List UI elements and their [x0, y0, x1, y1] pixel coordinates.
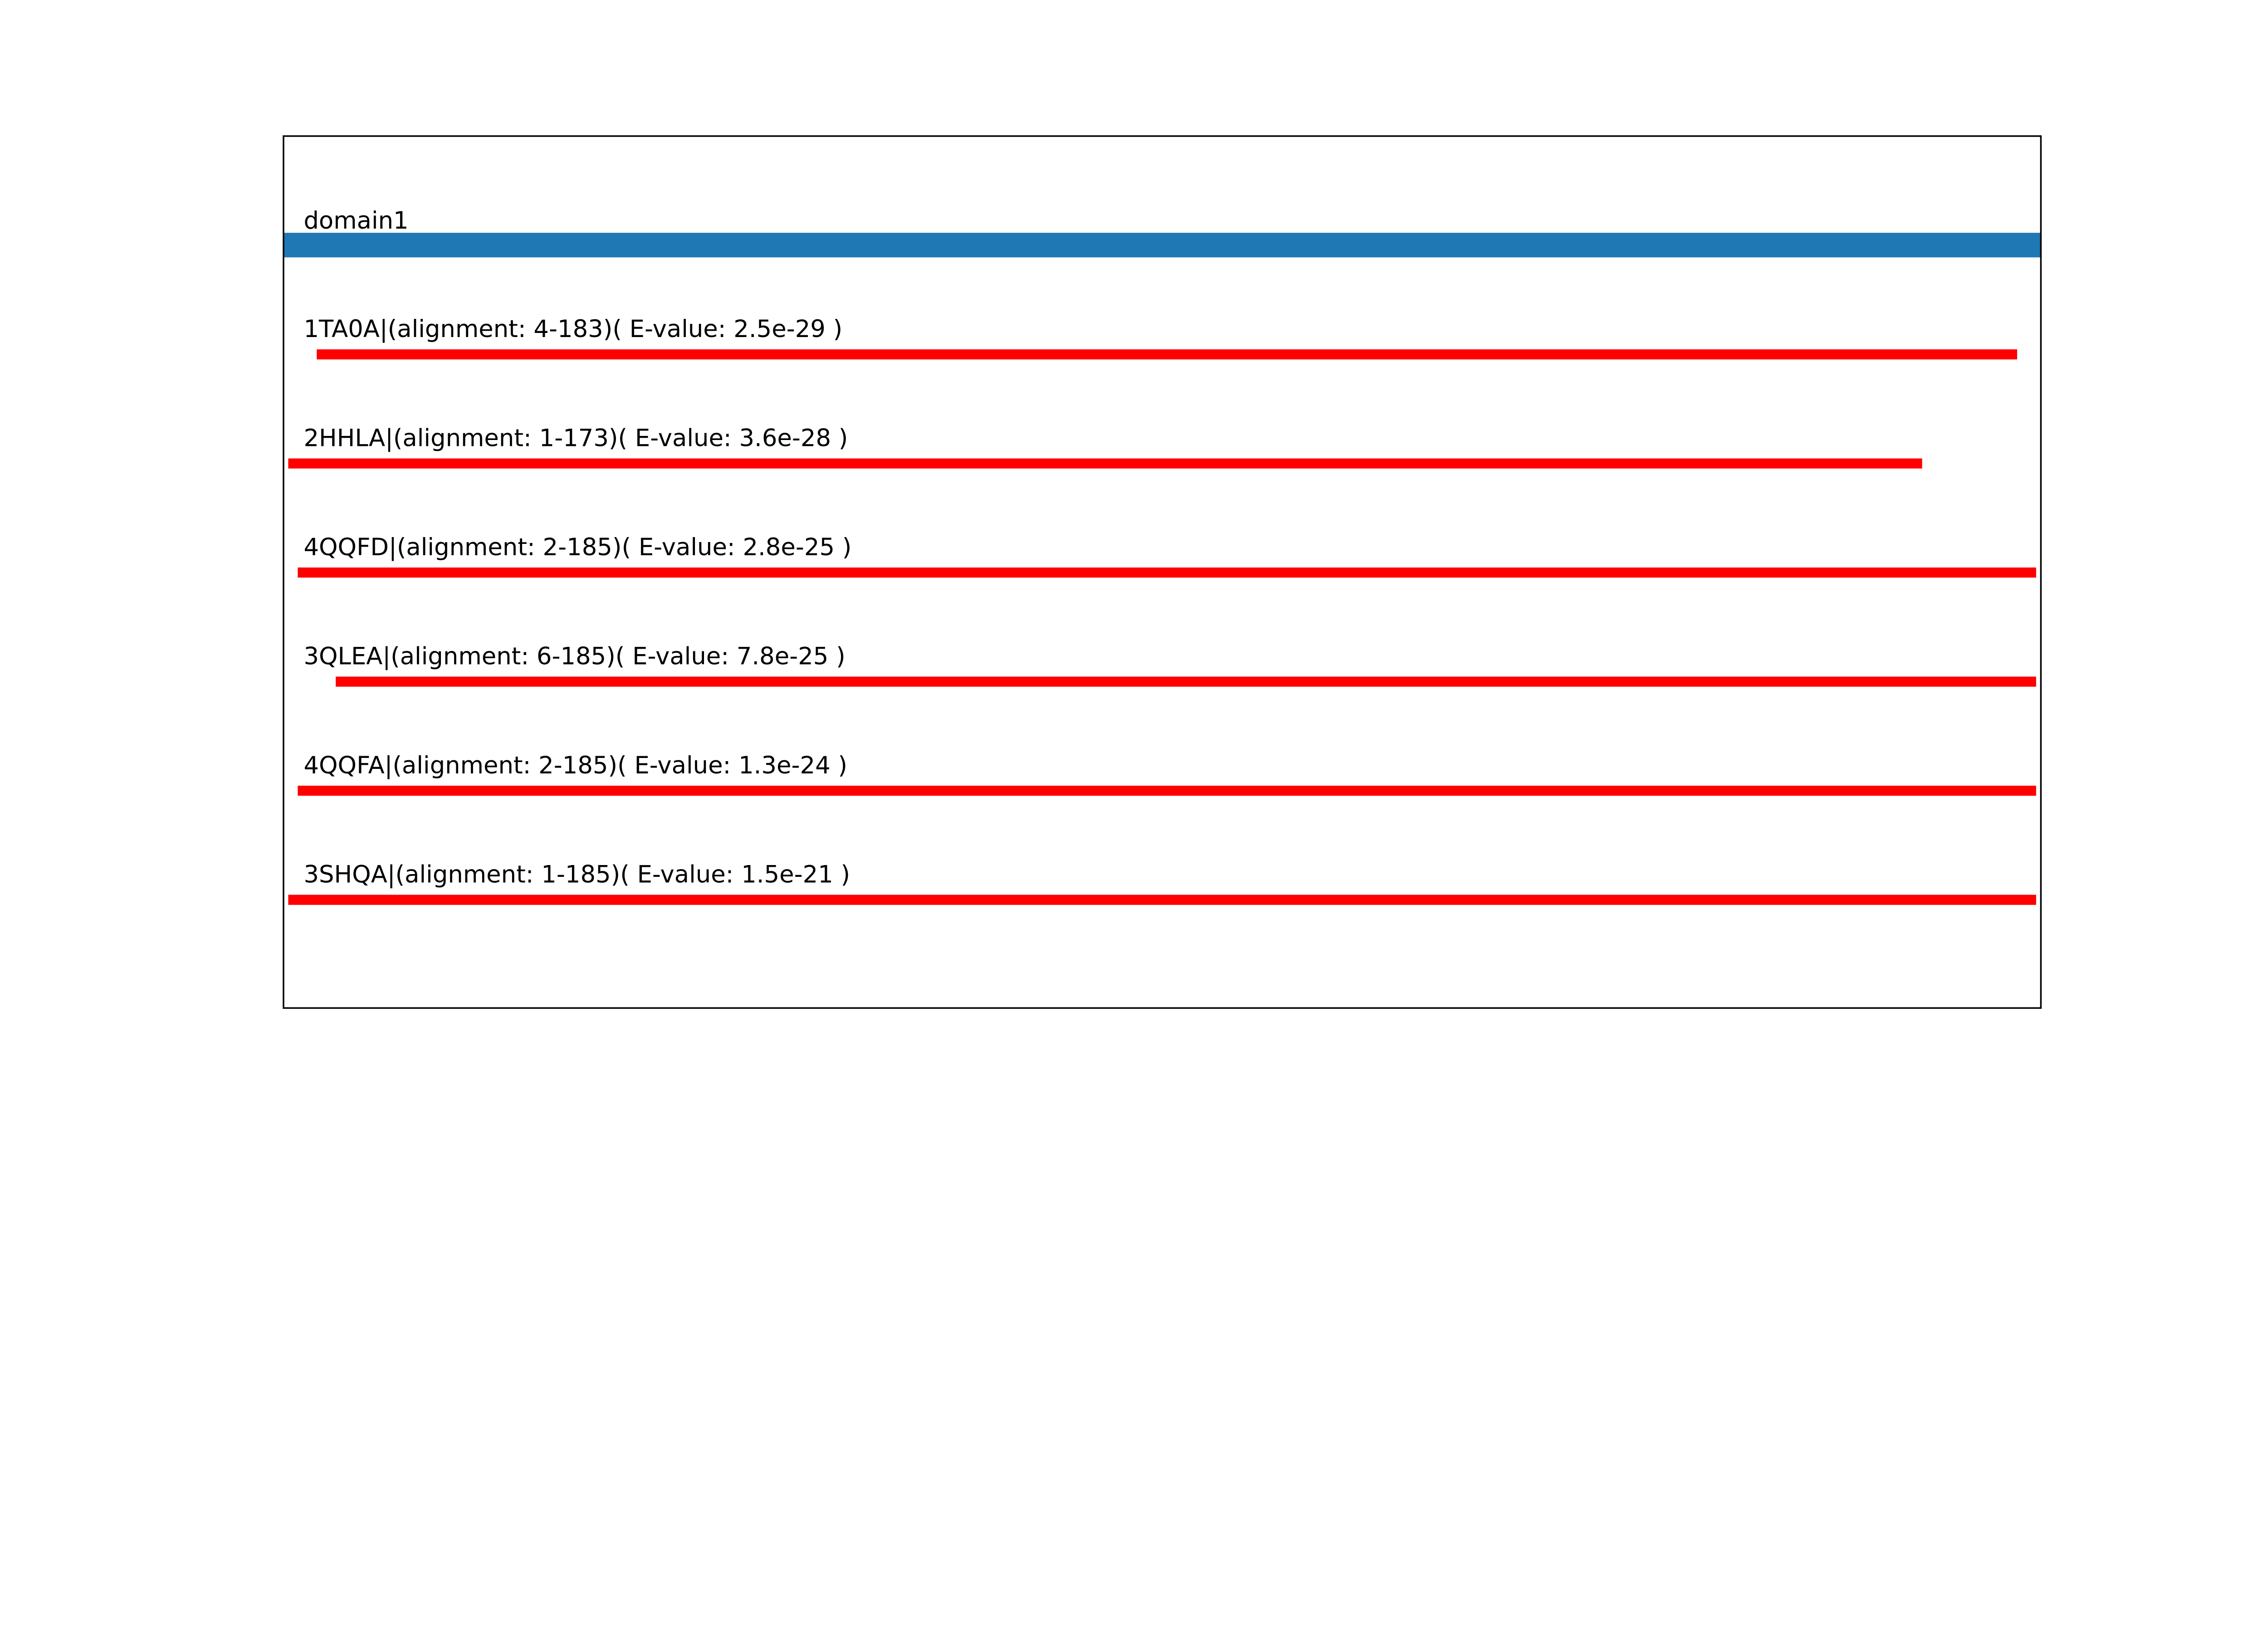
hit-label-3QLEA: 3QLEA|(alignment: 6-185)( E-value: 7.8e-… [303, 643, 845, 670]
hit-label-4QQFA: 4QQFA|(alignment: 2-185)( E-value: 1.3e-… [303, 752, 847, 779]
hit-bar-1TA0A [317, 349, 2017, 360]
hit-label-4QQFD: 4QQFD|(alignment: 2-185)( E-value: 2.8e-… [303, 533, 851, 561]
chart-marks [284, 233, 2041, 905]
hit-label-3SHQA: 3SHQA|(alignment: 1-185)( E-value: 1.5e-… [303, 861, 850, 888]
hit-bar-3QLEA [336, 676, 2036, 687]
hit-bar-4QQFD [298, 567, 2036, 578]
background [0, 0, 2268, 1134]
domain-alignment-chart: domain1 1TA0A|(alignment: 4-183)( E-valu… [0, 0, 2268, 1134]
hit-bar-4QQFA [298, 786, 2036, 796]
hit-bar-2HHLA [288, 458, 1922, 469]
domain-label: domain1 [303, 207, 408, 235]
hit-bar-3SHQA [288, 895, 2036, 905]
hit-labels: 1TA0A|(alignment: 4-183)( E-value: 2.5e-… [303, 315, 851, 888]
domain-bar [284, 233, 2041, 258]
hit-label-1TA0A: 1TA0A|(alignment: 4-183)( E-value: 2.5e-… [303, 315, 842, 343]
plot-frame [283, 135, 2042, 1009]
hit-label-2HHLA: 2HHLA|(alignment: 1-173)( E-value: 3.6e-… [303, 425, 848, 452]
